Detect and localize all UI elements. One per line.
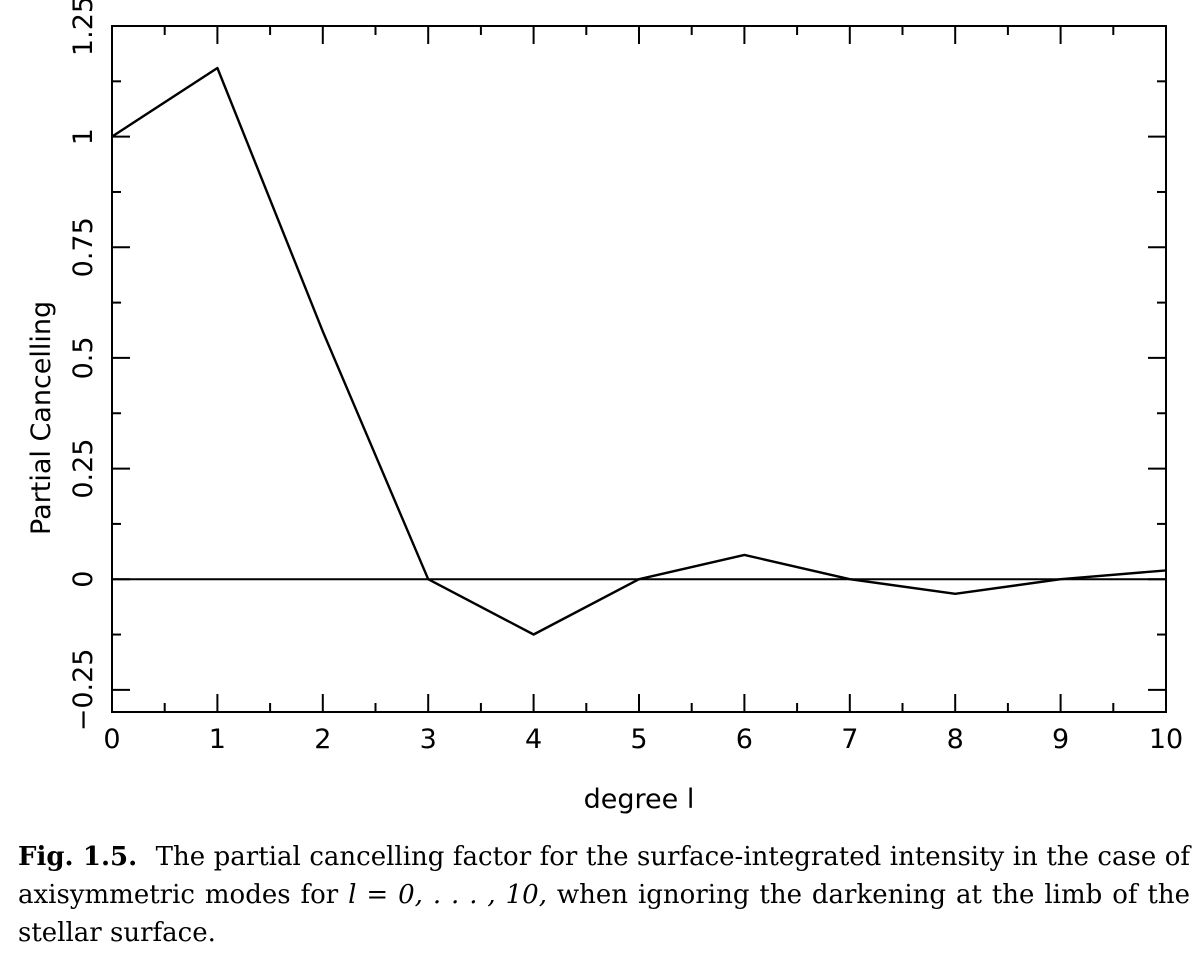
- y-tick-labels: −0.25 0 0.25 0.5 0.75 1 1.25: [68, 0, 99, 731]
- x-tick-labels: 0 1 2 3 4 5 6 7 8 9 10: [103, 724, 1183, 755]
- y-axis-title: Partial Cancelling: [26, 301, 57, 535]
- y-tick-label: −0.25: [68, 649, 99, 732]
- caption-text-start: The partial cancelling factor for the su…: [18, 842, 1190, 910]
- y-tick-label: 1: [68, 128, 99, 145]
- y-tick-label: 0.25: [68, 439, 99, 499]
- plot-frame: [111, 25, 1167, 713]
- caption-math: l = 0, . . . , 10,: [348, 880, 547, 910]
- y-tick-label: 0: [68, 571, 99, 588]
- x-tick-label: 6: [736, 724, 753, 755]
- caption-text-end: when ignoring the darkening at the limb …: [18, 880, 1191, 948]
- minor-ticks: [112, 26, 1166, 712]
- x-tick-label: 8: [947, 724, 964, 755]
- major-ticks: [111, 25, 1167, 712]
- x-tick-label: 1: [209, 724, 226, 755]
- x-tick-label: 7: [841, 724, 858, 755]
- y-tick-label: 1.25: [68, 0, 99, 56]
- figure-caption: Fig. 1.5. The partial cancelling factor …: [18, 838, 1190, 952]
- series-line: [111, 66, 1167, 636]
- x-tick-label: 9: [1052, 724, 1069, 755]
- x-tick-label: 0: [103, 724, 120, 755]
- x-tick-label: 4: [525, 724, 542, 755]
- caption-figure-label: Fig. 1.5.: [18, 842, 138, 872]
- y-tick-label: 0.75: [68, 217, 99, 277]
- x-tick-label: 10: [1149, 724, 1183, 755]
- x-tick-label: 3: [420, 724, 437, 755]
- x-tick-label: 5: [630, 724, 647, 755]
- x-axis-title: degree l: [584, 784, 695, 815]
- x-tick-label: 2: [314, 724, 331, 755]
- y-tick-label: 0.5: [68, 336, 99, 379]
